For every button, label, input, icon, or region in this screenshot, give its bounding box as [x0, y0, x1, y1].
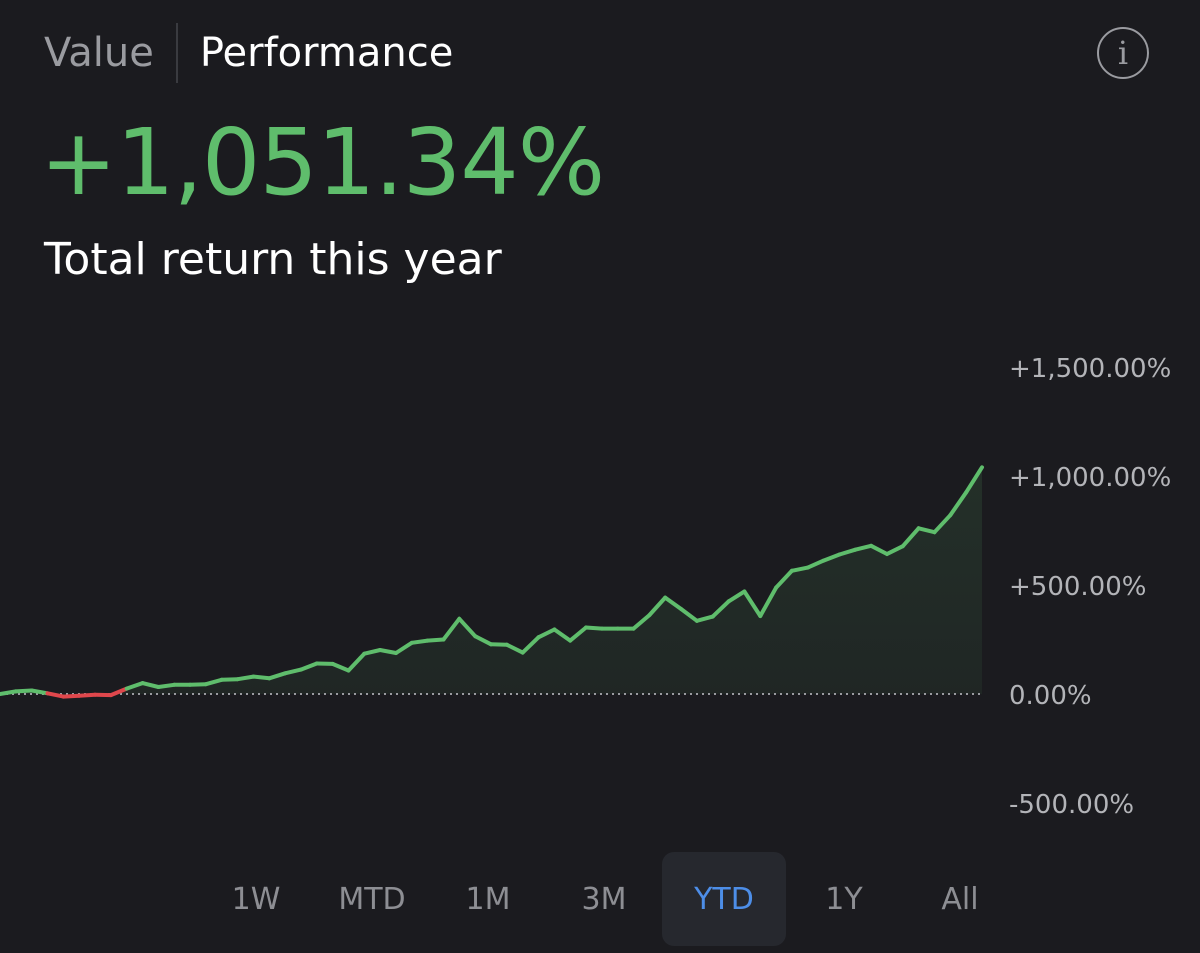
chart-line-segment — [378, 648, 398, 655]
chart-line-segment — [789, 565, 810, 573]
chart-line-segment — [631, 613, 652, 631]
y-tick-label: -500.00% — [1009, 790, 1134, 820]
range-1y-button[interactable]: 1Y — [825, 881, 863, 917]
chart-line-segment — [964, 465, 984, 495]
view-tabs: Value Performance — [44, 22, 453, 84]
chart-line-segment — [251, 674, 272, 681]
range-all-button[interactable]: All — [941, 881, 979, 917]
chart-line-segment — [425, 637, 446, 643]
chart-line-segment — [29, 688, 50, 696]
chart-line-segment — [441, 616, 462, 642]
chart-area-fill — [0, 467, 982, 694]
chart-line-segment — [948, 490, 969, 518]
chart-line-segment — [552, 627, 573, 643]
chart-line-segment — [568, 625, 588, 643]
chart-line-segment — [45, 691, 66, 699]
range-3m-button[interactable]: 3M — [581, 881, 627, 917]
chart-line-segment — [108, 686, 129, 698]
chart-line-segment — [885, 544, 905, 556]
chart-y-axis: +1,500.00% +1,000.00% +500.00% 0.00% -500.00… — [1009, 354, 1171, 820]
chart-line-segment — [869, 543, 889, 556]
y-tick-label: +1,500.00% — [1009, 354, 1171, 384]
chart-line-segment — [394, 640, 414, 655]
chart-line-segment — [457, 616, 478, 639]
chart-line-segment — [188, 682, 208, 687]
chart-line-segment — [853, 543, 874, 552]
chart-line-segment — [267, 671, 288, 681]
chart-line-segment — [346, 651, 367, 673]
chart-line-segment — [932, 513, 953, 535]
chart-line-segment — [235, 674, 256, 682]
chart-area-layer — [0, 467, 982, 694]
chart-line-segment — [156, 682, 177, 689]
chart-line-segment — [726, 589, 747, 604]
chart-line-segment — [837, 547, 858, 557]
info-icon[interactable]: i — [1097, 27, 1149, 79]
y-tick-label: 0.00% — [1009, 681, 1092, 711]
range-1w-button[interactable]: 1W — [231, 881, 281, 917]
chart-line-segment — [916, 526, 937, 535]
chart-line-segment — [742, 589, 763, 618]
chart-line-segment — [536, 627, 557, 640]
chart-line-segment — [710, 599, 731, 619]
chart-line-layer — [0, 465, 984, 699]
range-mtd-button[interactable]: MTD — [338, 881, 406, 917]
chart-line-segment — [774, 568, 794, 590]
chart-line-segment — [0, 689, 18, 696]
y-tick-label: +500.00% — [1009, 572, 1146, 602]
range-1m-button[interactable]: 1M — [465, 881, 511, 917]
chart-line-segment — [298, 661, 319, 672]
chart-line-segment — [473, 634, 493, 647]
chart-line-segment — [504, 642, 525, 655]
tab-value[interactable]: Value — [44, 30, 154, 76]
chart-line-segment — [584, 625, 604, 631]
chart-line-segment — [694, 614, 715, 623]
tab-divider — [175, 23, 178, 83]
y-tick-label: +1,000.00% — [1009, 463, 1171, 493]
total-return-value: +1,051.34% — [40, 109, 605, 216]
range-ytd-button[interactable]: YTD — [662, 852, 786, 946]
total-return-caption: Total return this year — [44, 234, 502, 285]
chart-line-segment — [663, 595, 684, 611]
chart-line-segment — [330, 661, 351, 673]
chart-line-segment — [647, 595, 668, 618]
chart-line-segment — [679, 607, 699, 623]
tab-performance[interactable]: Performance — [199, 30, 454, 76]
chart-line-segment — [520, 635, 541, 655]
chart-line-segment — [362, 648, 383, 656]
chart-line-segment — [203, 677, 224, 687]
chart-line-segment — [77, 692, 97, 698]
chart-line-segment — [124, 681, 145, 691]
performance-chart[interactable]: +1,500.00% +1,000.00% +500.00% 0.00% -500.00… — [0, 330, 1200, 850]
chart-line-segment — [283, 667, 303, 676]
chart-line-segment — [13, 688, 34, 694]
chart-line-segment — [821, 552, 842, 563]
time-range-selector: 1W MTD 1M 3M YTD 1Y All — [198, 852, 1018, 946]
chart-line-segment — [900, 526, 921, 549]
chart-line-segment — [758, 585, 779, 618]
chart-line-segment — [409, 638, 430, 645]
chart-line-segment — [805, 558, 826, 570]
chart-line-segment — [219, 677, 240, 682]
chart-line-segment — [140, 681, 161, 689]
chart-line-segment — [61, 693, 82, 699]
